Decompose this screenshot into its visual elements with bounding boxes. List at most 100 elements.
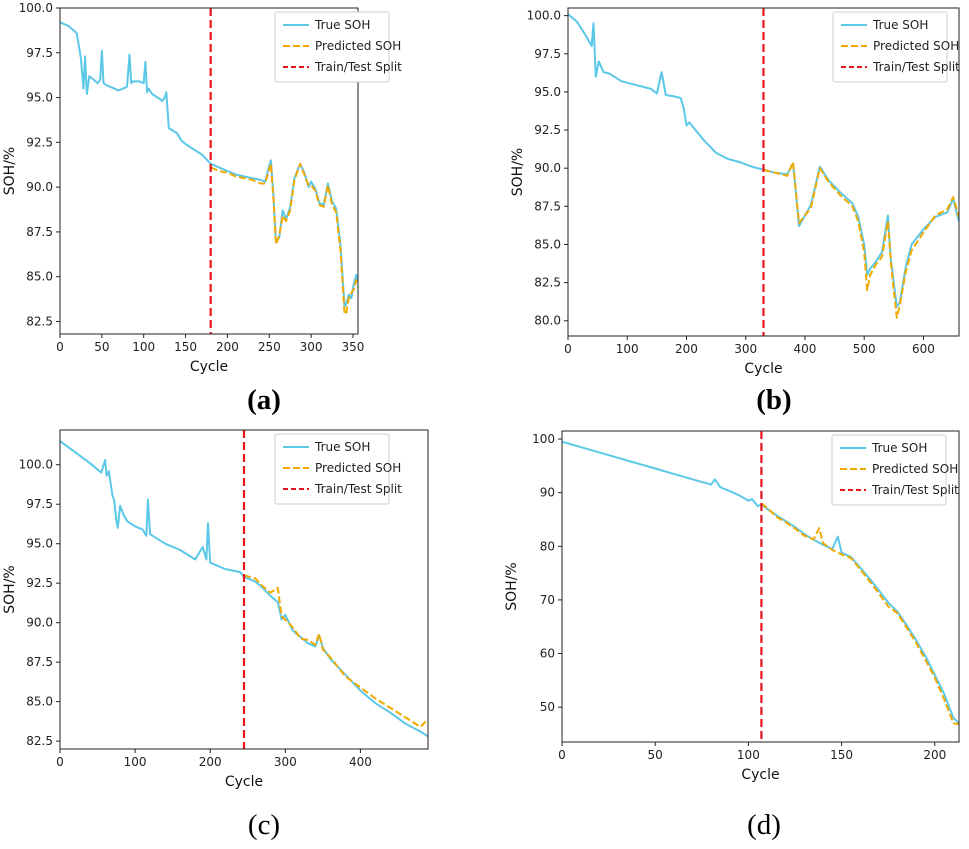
y-tick-label: 92.5 — [534, 123, 561, 137]
y-axis-title: SOH/% — [2, 565, 18, 613]
x-tick-label: 50 — [94, 340, 109, 354]
y-tick-label: 95.0 — [534, 85, 561, 99]
y-tick-label: 92.5 — [26, 576, 53, 590]
y-tick-label: 92.5 — [26, 135, 53, 149]
panel-label-a: (a) — [247, 384, 281, 416]
legend-label: True SOH — [314, 18, 370, 32]
plot-frame — [567, 7, 960, 337]
x-tick-label: 0 — [56, 755, 64, 769]
x-axis-title: Cycle — [744, 361, 782, 377]
x-tick-label: 0 — [56, 340, 64, 354]
legend-label: Predicted SOH — [315, 39, 401, 53]
y-tick-label: 95.0 — [26, 537, 53, 551]
x-tick-label: 400 — [794, 342, 817, 356]
y-tick-label: 85.0 — [26, 270, 53, 284]
x-tick-label: 500 — [853, 342, 876, 356]
panel-label-c: (c) — [247, 809, 281, 841]
y-tick-label: 100.0 — [19, 1, 53, 15]
chart-b: 0 100 200 300 400 500 600 80.0 82.5 85.0 87.5 90.0 9… — [510, 7, 960, 377]
x-tick-label: 200 — [923, 748, 946, 762]
legend-label: Train/Test Split — [871, 483, 959, 497]
plot-frame — [59, 429, 429, 750]
panel-d: 0 50 100 150 200 50 60 70 80 90 100 Cycle SOH/% True … — [490, 425, 969, 849]
y-tick-label: 100.0 — [19, 458, 53, 472]
y-tick-label: 82.5 — [534, 276, 561, 290]
chart-c: 0 100 200 300 400 82.5 85.0 87.5 90.0 92.5 95.0 97.… — [2, 429, 429, 790]
legend-label: Predicted SOH — [873, 39, 959, 53]
chart-a: 0 50 100 150 200 250 300 350 82.5 85.0 87.5 90.0 92.… — [2, 1, 402, 375]
legend-label: True SOH — [872, 18, 928, 32]
legend-label: Train/Test Split — [314, 60, 402, 74]
x-tick-label: 100 — [132, 340, 155, 354]
x-tick-label: 50 — [648, 748, 663, 762]
x-tick-label: 250 — [258, 340, 281, 354]
y-tick-label: 87.5 — [26, 655, 53, 669]
plot-lines — [562, 440, 959, 726]
x-tick-label: 100 — [124, 755, 147, 769]
true-soh-line — [60, 21, 358, 309]
y-tick-label: 97.5 — [534, 47, 561, 61]
predicted-soh-line — [760, 502, 959, 726]
panel-b: 0 100 200 300 400 500 600 80.0 82.5 85.0 87.5 90.0 9… — [490, 0, 969, 425]
x-tick-label: 100 — [616, 342, 639, 356]
x-tick-label: 200 — [199, 755, 222, 769]
predicted-soh-line — [763, 161, 959, 319]
chart-d: 0 50 100 150 200 50 60 70 80 90 100 Cycle SOH/% True … — [504, 430, 960, 783]
x-tick-label: 150 — [174, 340, 197, 354]
x-tick-label: 0 — [564, 342, 572, 356]
y-tick-label: 100.0 — [527, 9, 561, 23]
y-tick-label: 70 — [540, 593, 555, 607]
x-tick-label: 0 — [558, 748, 566, 762]
legend-box — [832, 11, 948, 83]
y-tick-label: 97.5 — [26, 497, 53, 511]
legend-label: Train/Test Split — [314, 482, 402, 496]
x-tick-label: 300 — [734, 342, 757, 356]
y-tick-label: 82.5 — [26, 734, 53, 748]
plot-frame — [561, 430, 960, 743]
x-axis-title: Cycle — [190, 359, 228, 375]
x-tick-label: 300 — [274, 755, 297, 769]
legend-box — [274, 433, 390, 505]
y-tick-label: 95.0 — [26, 91, 53, 105]
predicted-soh-line — [243, 574, 428, 728]
y-tick-label: 85.0 — [534, 237, 561, 251]
plot-frame — [59, 7, 359, 335]
y-tick-label: 100 — [532, 432, 555, 446]
legend-label: Predicted SOH — [872, 462, 958, 476]
legend-label: Predicted SOH — [315, 461, 401, 475]
panel-a: 0 50 100 150 200 250 300 350 82.5 85.0 87.5 90.0 92.… — [0, 0, 480, 425]
panel-c: 0 100 200 300 400 82.5 85.0 87.5 90.0 92.5 95.0 97.… — [0, 425, 480, 849]
y-tick-label: 82.5 — [26, 314, 53, 328]
y-tick-label: 60 — [540, 647, 555, 661]
legend-box — [274, 11, 390, 83]
plot-lines — [60, 440, 428, 738]
legend-label: True SOH — [314, 440, 370, 454]
y-axis-title: SOH/% — [504, 562, 520, 610]
x-tick-label: 100 — [737, 748, 760, 762]
y-tick-label: 87.5 — [534, 199, 561, 213]
y-tick-label: 90.0 — [26, 616, 53, 630]
y-tick-label: 80 — [540, 539, 555, 553]
plot-lines — [60, 21, 358, 316]
y-tick-label: 85.0 — [26, 695, 53, 709]
true-soh-line — [562, 440, 959, 724]
x-tick-label: 350 — [342, 340, 365, 354]
legend-box — [831, 434, 947, 506]
y-tick-label: 80.0 — [534, 314, 561, 328]
y-tick-label: 90.0 — [534, 161, 561, 175]
y-tick-label: 50 — [540, 700, 555, 714]
x-tick-label: 200 — [675, 342, 698, 356]
y-tick-label: 97.5 — [26, 46, 53, 60]
plot-lines — [568, 13, 959, 319]
x-tick-label: 300 — [300, 340, 323, 354]
x-tick-label: 200 — [216, 340, 239, 354]
x-tick-label: 150 — [830, 748, 853, 762]
y-tick-label: 87.5 — [26, 225, 53, 239]
y-tick-label: 90 — [540, 486, 555, 500]
legend-label: Train/Test Split — [872, 60, 960, 74]
x-tick-label: 400 — [349, 755, 372, 769]
y-axis-title: SOH/% — [2, 147, 18, 195]
panel-label-b: (b) — [756, 384, 792, 416]
x-axis-title: Cycle — [741, 767, 779, 783]
